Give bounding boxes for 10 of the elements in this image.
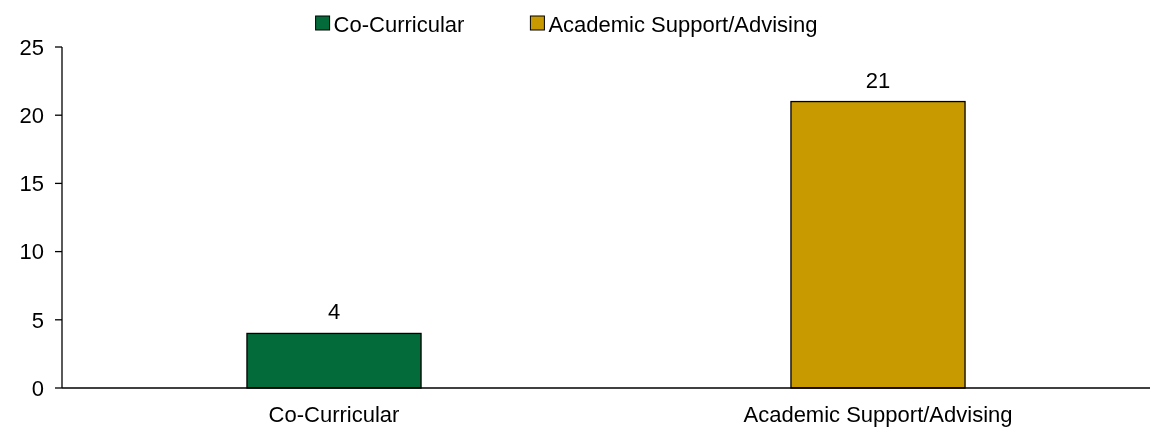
data-label: 21 bbox=[865, 67, 891, 93]
y-tick-label: 25 bbox=[19, 34, 44, 60]
legend-label: Academic Support/Advising bbox=[548, 11, 818, 37]
y-tick-label: 5 bbox=[31, 307, 44, 333]
legend-label: Co-Curricular bbox=[333, 11, 465, 37]
y-tick-label: 0 bbox=[31, 375, 44, 401]
y-tick-label: 20 bbox=[19, 102, 44, 128]
y-tick-label: 10 bbox=[19, 239, 44, 265]
data-label: 4 bbox=[327, 299, 341, 325]
y-tick-label: 15 bbox=[19, 171, 44, 197]
